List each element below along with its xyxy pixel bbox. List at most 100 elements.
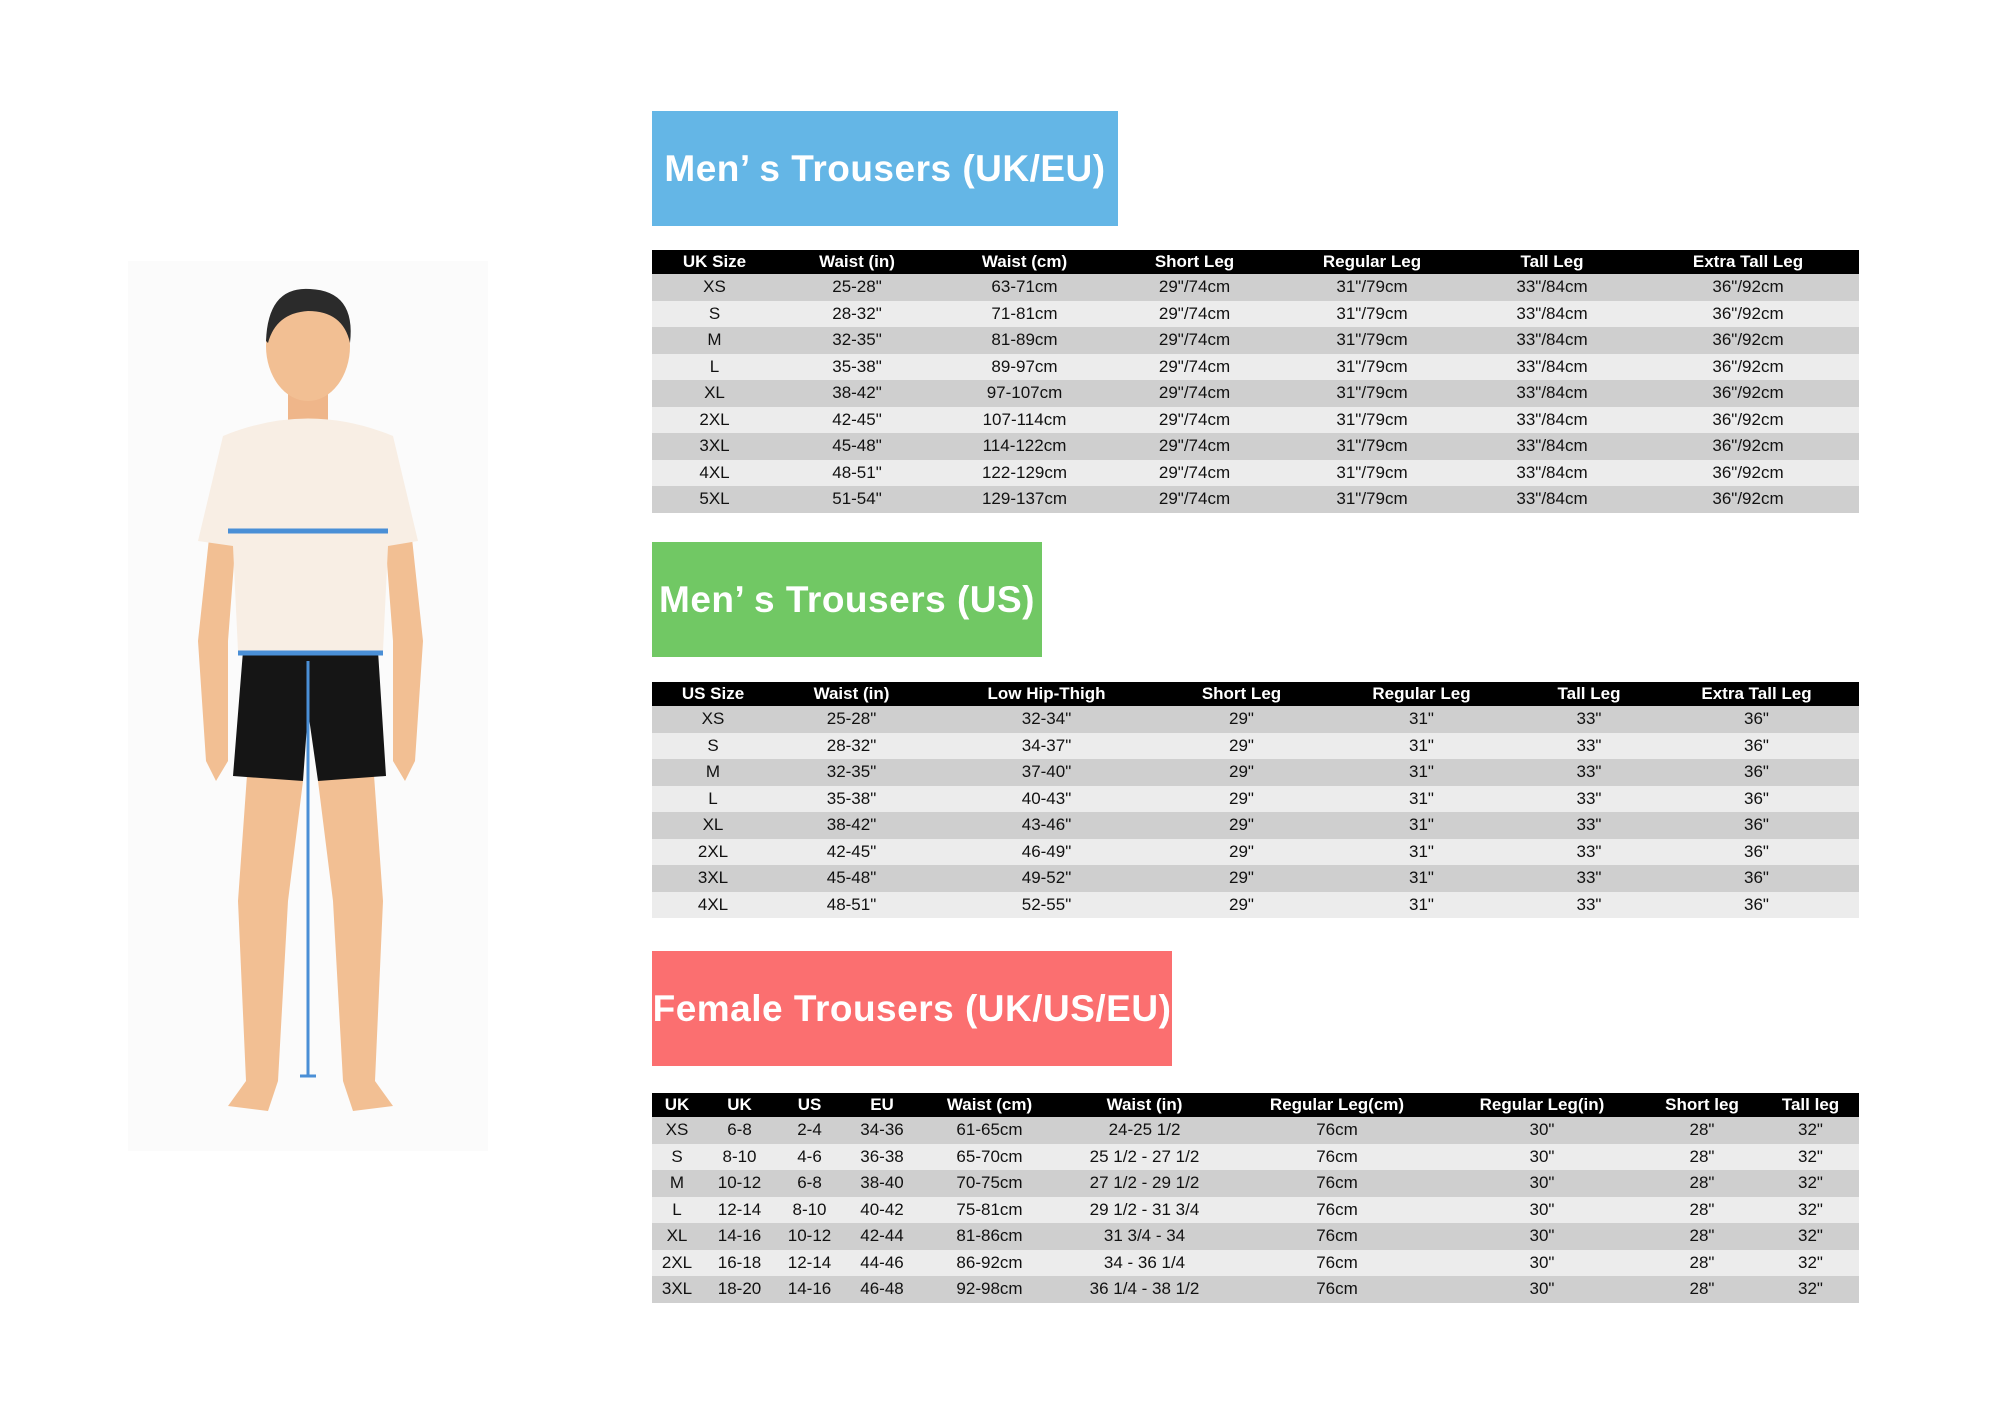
table-row: S 28-32" 71-81cm 29"/74cm 31"/79cm 33"/84cm 36… xyxy=(652,300,1859,327)
column-header: Tall Leg xyxy=(1467,250,1637,274)
column-header: US Size xyxy=(652,682,774,706)
table-cell: 31" xyxy=(1319,812,1524,839)
table-cell: 30" xyxy=(1442,1196,1642,1223)
column-header: UK Size xyxy=(652,250,777,274)
mens-uk-eu-title: Men’ s Trousers (UK/EU) xyxy=(652,111,1118,226)
column-header: Waist (in) xyxy=(1057,1093,1232,1117)
table-cell: 31"/79cm xyxy=(1277,274,1467,301)
table-cell: 48-51" xyxy=(777,459,937,486)
table-cell: 3XL xyxy=(652,1276,702,1303)
table-cell: 33"/84cm xyxy=(1467,433,1637,460)
table-cell: 33"/84cm xyxy=(1467,486,1637,513)
column-header: Waist (in) xyxy=(774,682,929,706)
table-cell: 28" xyxy=(1642,1223,1762,1250)
table-cell: 114-122cm xyxy=(937,433,1112,460)
table-row: M 32-35" 81-89cm 29"/74cm 31"/79cm 33"/84cm 36… xyxy=(652,327,1859,354)
table-cell: 32" xyxy=(1762,1276,1859,1303)
table-cell: 40-42 xyxy=(842,1196,922,1223)
table-cell: 4-6 xyxy=(777,1143,842,1170)
male-body-icon xyxy=(128,261,488,1151)
table-row: XS 6-8 2-4 34-36 61-65cm 24-25 1/2 76cm 30" 28" 3… xyxy=(652,1117,1859,1144)
table-cell: 28" xyxy=(1642,1117,1762,1144)
table-cell: 33" xyxy=(1524,891,1654,918)
table-cell: 31" xyxy=(1319,706,1524,733)
table-cell: 36"/92cm xyxy=(1637,353,1859,380)
table-cell: 29" xyxy=(1164,812,1319,839)
table-cell: 30" xyxy=(1442,1276,1642,1303)
table-cell: 30" xyxy=(1442,1170,1642,1197)
table-cell: 31" xyxy=(1319,865,1524,892)
table-cell: 29"/74cm xyxy=(1112,406,1277,433)
column-header: Short Leg xyxy=(1112,250,1277,274)
table-cell: 89-97cm xyxy=(937,353,1112,380)
table-row: XS 25-28" 32-34" 29" 31" 33" 36" xyxy=(652,706,1859,733)
table-cell: 35-38" xyxy=(777,353,937,380)
table-cell: 31" xyxy=(1319,732,1524,759)
table-row: M 10-12 6-8 38-40 70-75cm 27 1/2 - 29 1/2 76cm… xyxy=(652,1170,1859,1197)
table-cell: XL xyxy=(652,812,774,839)
table-cell: 44-46 xyxy=(842,1249,922,1276)
table-cell: 76cm xyxy=(1232,1196,1442,1223)
table-cell: 14-16 xyxy=(777,1276,842,1303)
table-cell: 36"/92cm xyxy=(1637,380,1859,407)
table-cell: 14-16 xyxy=(702,1223,777,1250)
table-cell: 4XL xyxy=(652,891,774,918)
mens-us-title: Men’ s Trousers (US) xyxy=(652,542,1042,657)
table-cell: 28" xyxy=(1642,1249,1762,1276)
column-header: Regular Leg(cm) xyxy=(1232,1093,1442,1117)
table-cell: 6-8 xyxy=(702,1117,777,1144)
female-title: Female Trousers (UK/US/EU) xyxy=(652,951,1172,1066)
table-cell: 31"/79cm xyxy=(1277,380,1467,407)
table-cell: 32-34" xyxy=(929,706,1164,733)
table-row: XL 38-42" 97-107cm 29"/74cm 31"/79cm 33"/84cm… xyxy=(652,380,1859,407)
table-cell: 46-48 xyxy=(842,1276,922,1303)
table-cell: 40-43" xyxy=(929,785,1164,812)
table-cell: 65-70cm xyxy=(922,1143,1057,1170)
table-row: 2XL 42-45" 107-114cm 29"/74cm 31"/79cm 33"/84… xyxy=(652,406,1859,433)
table-cell: 2XL xyxy=(652,1249,702,1276)
table-cell: 2-4 xyxy=(777,1117,842,1144)
table-cell: 76cm xyxy=(1232,1117,1442,1144)
table-cell: 31" xyxy=(1319,891,1524,918)
table-cell: L xyxy=(652,785,774,812)
table-cell: 32" xyxy=(1762,1223,1859,1250)
table-cell: S xyxy=(652,300,777,327)
table-cell: 10-12 xyxy=(702,1170,777,1197)
table-cell: S xyxy=(652,1143,702,1170)
table-cell: 33" xyxy=(1524,706,1654,733)
table-cell: 16-18 xyxy=(702,1249,777,1276)
table-cell: 28" xyxy=(1642,1276,1762,1303)
table-row: M 32-35" 37-40" 29" 31" 33" 36" xyxy=(652,759,1859,786)
table-row: 2XL 16-18 12-14 44-46 86-92cm 34 - 36 1/4 76cm… xyxy=(652,1249,1859,1276)
table-cell: 31" xyxy=(1319,759,1524,786)
table-row: 3XL 45-48" 114-122cm 29"/74cm 31"/79cm 33"/84… xyxy=(652,433,1859,460)
table-cell: 29"/74cm xyxy=(1112,433,1277,460)
table-cell: 29"/74cm xyxy=(1112,486,1277,513)
table-cell: 32" xyxy=(1762,1196,1859,1223)
column-header: Low Hip-Thigh xyxy=(929,682,1164,706)
table-cell: 29"/74cm xyxy=(1112,380,1277,407)
table-cell: 34 - 36 1/4 xyxy=(1057,1249,1232,1276)
table-cell: 43-46" xyxy=(929,812,1164,839)
table-cell: 36" xyxy=(1654,785,1859,812)
table-cell: 31"/79cm xyxy=(1277,353,1467,380)
column-header: Waist (cm) xyxy=(937,250,1112,274)
table-cell: 27 1/2 - 29 1/2 xyxy=(1057,1170,1232,1197)
table-cell: M xyxy=(652,1170,702,1197)
table-cell: 29" xyxy=(1164,732,1319,759)
table-cell: 35-38" xyxy=(774,785,929,812)
table-row: 4XL 48-51" 122-129cm 29"/74cm 31"/79cm 33"/84… xyxy=(652,459,1859,486)
table-header-row: US Size Waist (in) Low Hip-Thigh Short Leg R… xyxy=(652,682,1859,706)
table-cell: 3XL xyxy=(652,433,777,460)
table-cell: 34-36 xyxy=(842,1117,922,1144)
column-header: Regular Leg xyxy=(1277,250,1467,274)
table-cell: 28-32" xyxy=(777,300,937,327)
mens-us-size-table: US Size Waist (in) Low Hip-Thigh Short Leg R… xyxy=(652,682,1859,918)
table-cell: 28" xyxy=(1642,1196,1762,1223)
column-header: Tall leg xyxy=(1762,1093,1859,1117)
table-cell: XS xyxy=(652,274,777,301)
table-cell: 29" xyxy=(1164,865,1319,892)
table-cell: 92-98cm xyxy=(922,1276,1057,1303)
table-cell: 75-81cm xyxy=(922,1196,1057,1223)
table-cell: 76cm xyxy=(1232,1143,1442,1170)
